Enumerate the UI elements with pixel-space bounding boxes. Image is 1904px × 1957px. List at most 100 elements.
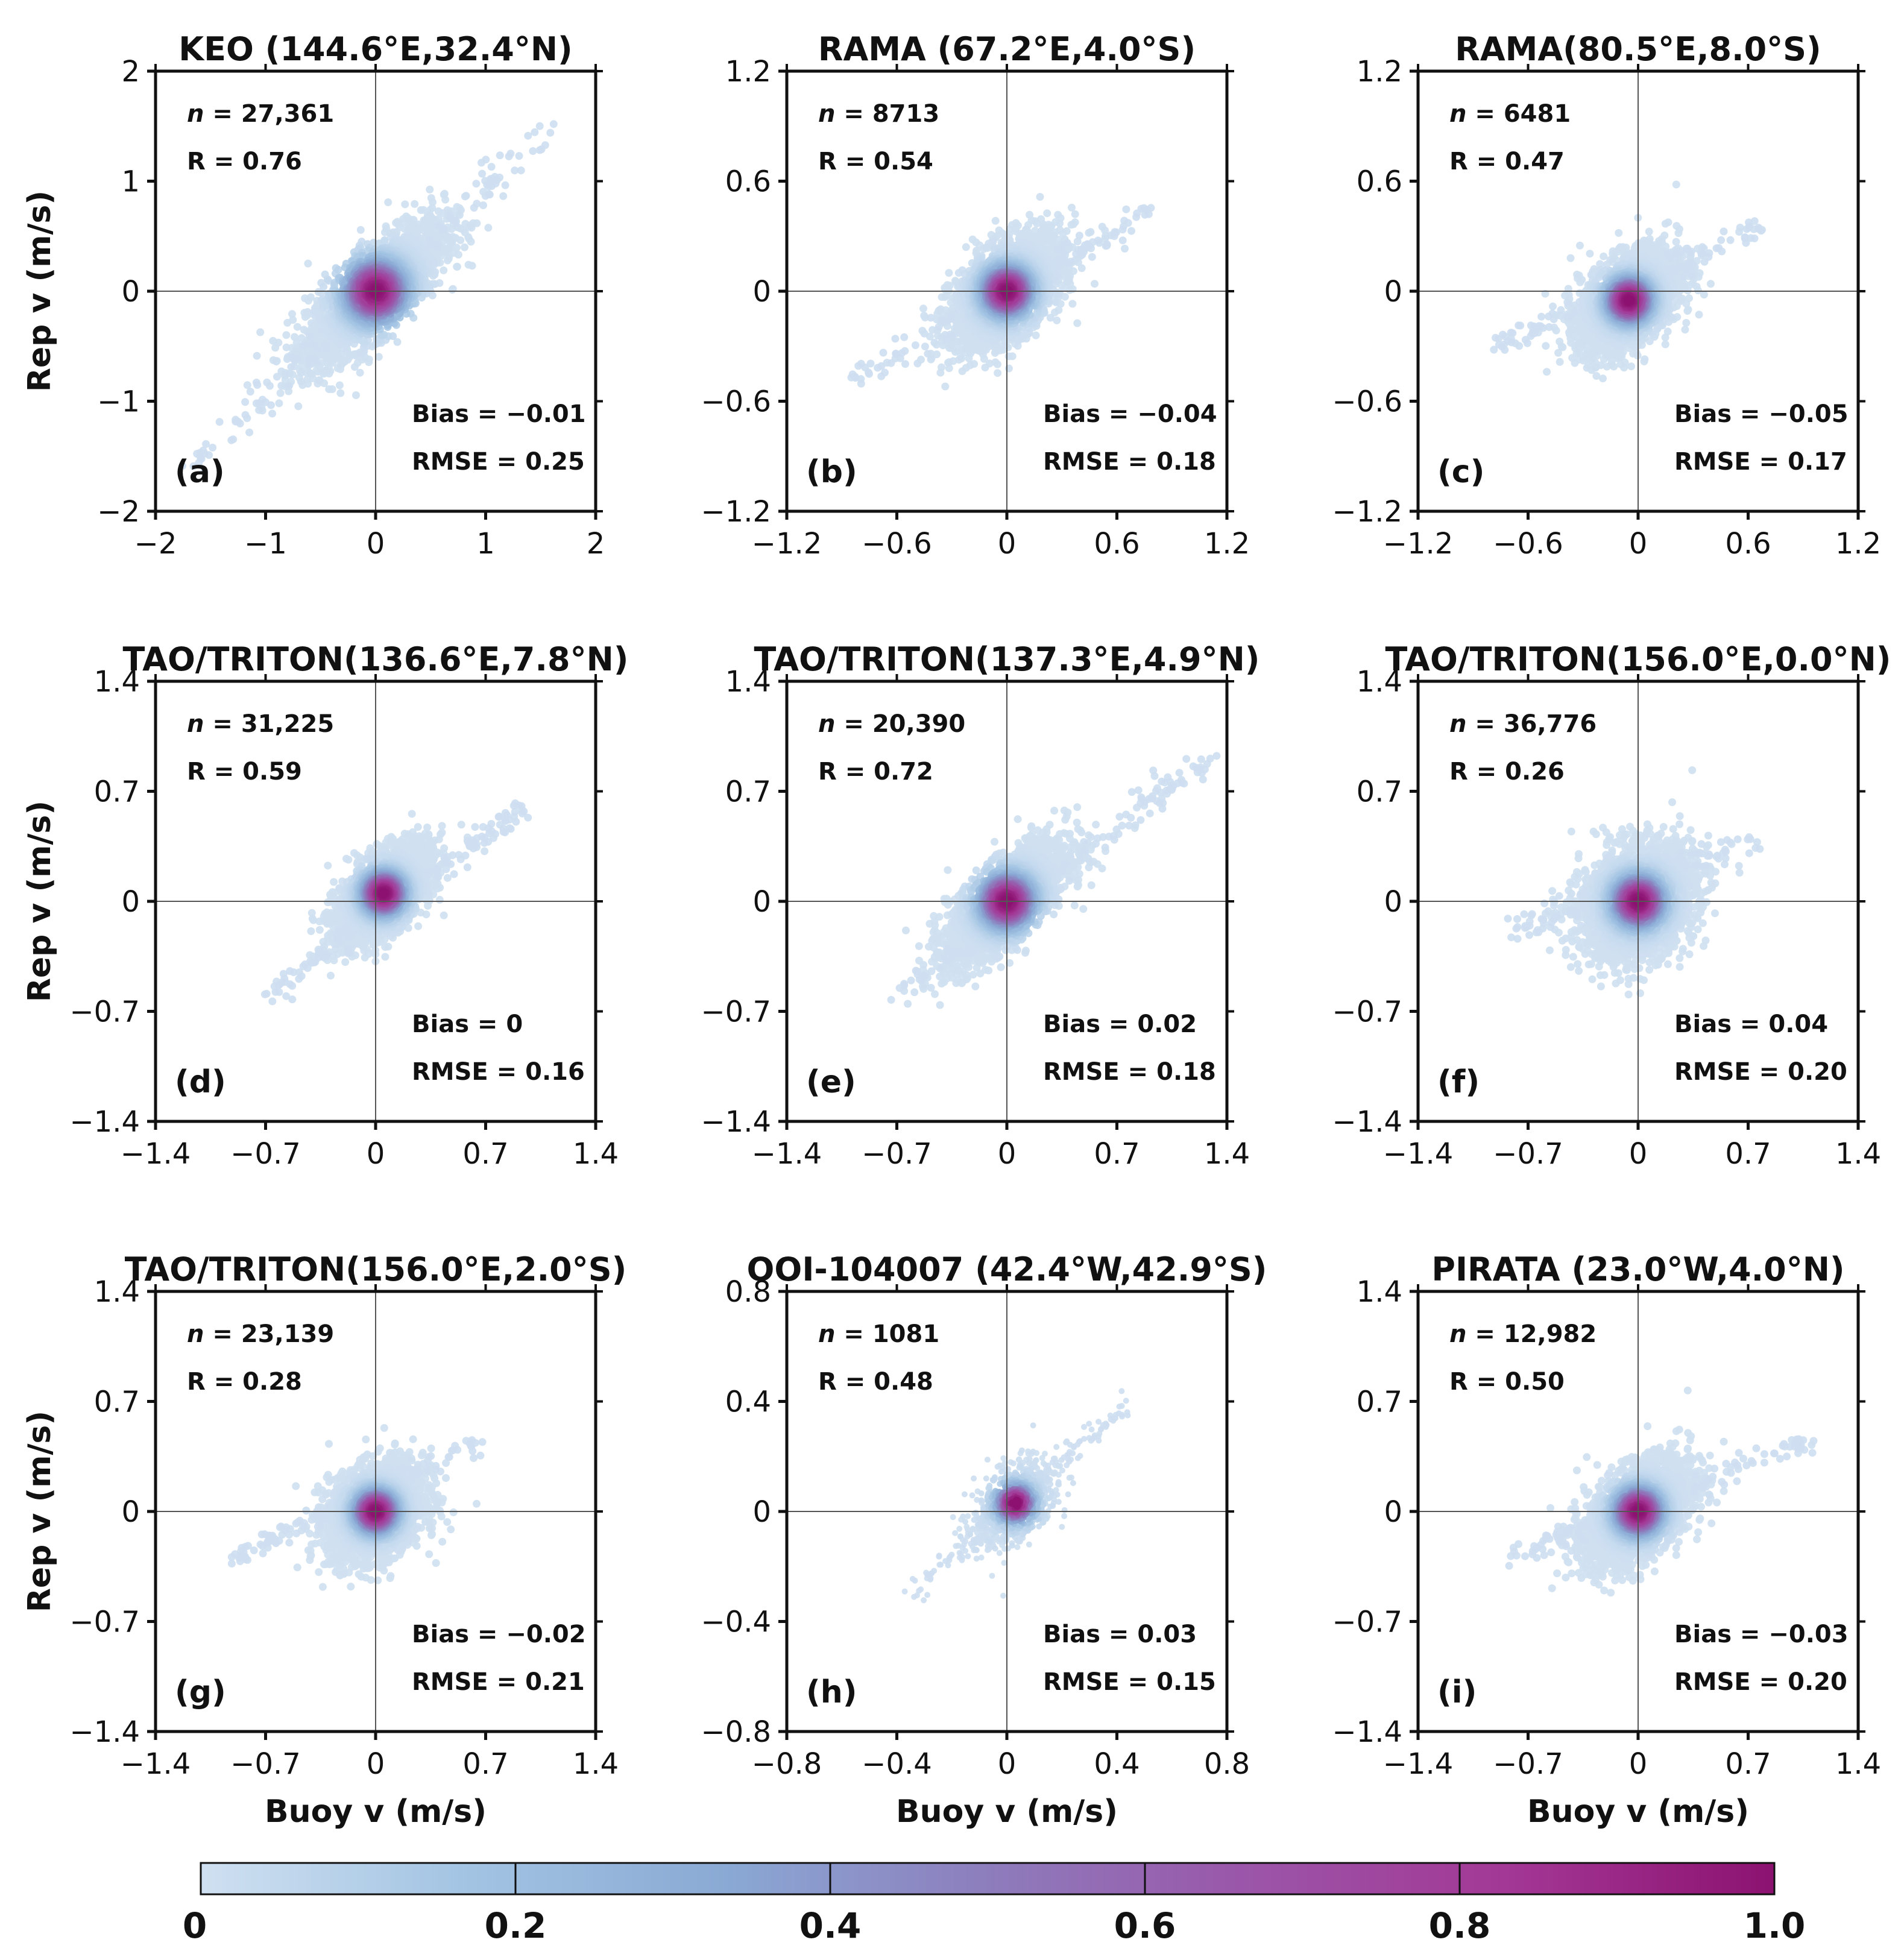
panel-letter: (a) <box>175 454 225 490</box>
scatter-point <box>448 286 456 294</box>
scatter-point <box>1101 235 1109 243</box>
scatter-point <box>1071 210 1079 218</box>
scatter-point <box>320 283 328 291</box>
scatter-point <box>253 351 261 360</box>
scatter-point <box>297 368 305 377</box>
scatter-point <box>505 152 513 160</box>
scatter-point <box>1147 204 1155 212</box>
scatter-point <box>481 192 490 200</box>
y-tick-label: −1 <box>97 385 140 419</box>
scatter-point <box>938 363 945 371</box>
scatter-point <box>336 389 345 397</box>
scatter-point <box>930 338 939 347</box>
scatter-point <box>866 359 875 368</box>
scatter-point <box>938 317 946 325</box>
scatter-point <box>1068 203 1076 212</box>
scatter-point <box>921 342 929 351</box>
scatter-point <box>901 360 909 368</box>
scatter-point <box>479 201 487 209</box>
scatter-point <box>425 235 433 244</box>
scatter-point <box>1067 257 1074 266</box>
scatter-point <box>444 212 453 221</box>
scatter-point <box>1132 213 1141 221</box>
scatter-point <box>1004 364 1013 373</box>
scatter-point <box>256 328 265 336</box>
scatter-point <box>1137 204 1146 213</box>
scatter-point <box>305 332 314 341</box>
scatter-point <box>470 204 478 212</box>
scatter-point <box>461 219 470 228</box>
scatter-point <box>285 370 294 378</box>
scatter-point <box>1098 222 1106 231</box>
scatter-point <box>274 338 283 347</box>
scatter-point <box>429 198 437 206</box>
scatter-point <box>529 147 537 155</box>
scatter-point <box>335 381 344 389</box>
scatter-point <box>1112 228 1120 236</box>
scatter-point <box>879 348 887 357</box>
x-tick-label: 2 <box>587 527 605 561</box>
scatter-point <box>524 131 532 140</box>
scatter-point <box>283 355 291 363</box>
scatter-point <box>1067 221 1076 229</box>
scatter-point <box>294 402 303 411</box>
scatter-point <box>891 335 900 343</box>
scatter-point <box>277 382 286 390</box>
scatter-point <box>352 391 360 399</box>
scatter-point <box>1046 314 1054 322</box>
scatter-point <box>911 341 919 350</box>
scatter-point <box>970 360 979 368</box>
scatter-point <box>1073 319 1082 327</box>
scatter-point <box>511 166 519 175</box>
scatter-point <box>241 398 250 406</box>
scatter-point <box>205 451 213 459</box>
scatter-point <box>883 359 891 367</box>
scatter-point <box>857 359 865 368</box>
scatter-point <box>1075 232 1083 240</box>
scatter-point <box>200 468 209 476</box>
scatter-point <box>515 152 523 160</box>
scatter-point <box>924 350 932 358</box>
scatter-point <box>945 269 953 277</box>
scatter-points <box>847 193 1155 391</box>
scatter-point <box>277 367 286 376</box>
scatter-point <box>268 409 277 418</box>
x-tick-label: 0 <box>367 527 385 561</box>
scatter-point <box>282 331 291 339</box>
scatter-point <box>441 195 450 204</box>
scatter-point <box>299 342 307 350</box>
scatter-point <box>1068 300 1077 308</box>
scatter-point <box>257 403 266 412</box>
scatter-point <box>465 235 473 243</box>
scatter-point <box>1061 292 1069 301</box>
scatter-point <box>945 282 954 290</box>
scatter-point <box>334 265 342 274</box>
scatter-point <box>1118 236 1127 245</box>
scatter-point <box>851 374 860 382</box>
scatter-point <box>462 192 470 200</box>
scatter-point <box>496 173 504 181</box>
scatter-point <box>1060 248 1068 257</box>
scatter-point <box>531 128 539 136</box>
scatter-point <box>941 382 950 391</box>
scatter-point <box>478 159 485 167</box>
scatter-point <box>209 443 217 452</box>
scatter-point <box>1032 331 1040 339</box>
scatter-point <box>417 206 425 214</box>
scatter-point <box>312 359 321 368</box>
scatter-point <box>374 353 383 361</box>
scatter-point <box>306 293 315 301</box>
scatter-point <box>1043 209 1051 218</box>
scatter-point <box>401 200 409 209</box>
scatter-point <box>484 224 493 232</box>
scatter-point <box>356 368 364 377</box>
scatter-point <box>400 218 408 226</box>
scatter-point <box>933 350 941 359</box>
scatter-point <box>356 225 365 234</box>
scatter-point <box>1077 245 1085 254</box>
scatter-point <box>293 323 301 331</box>
scatter-point <box>310 353 318 361</box>
scatter-point <box>921 314 929 322</box>
scatter-point <box>246 388 254 396</box>
